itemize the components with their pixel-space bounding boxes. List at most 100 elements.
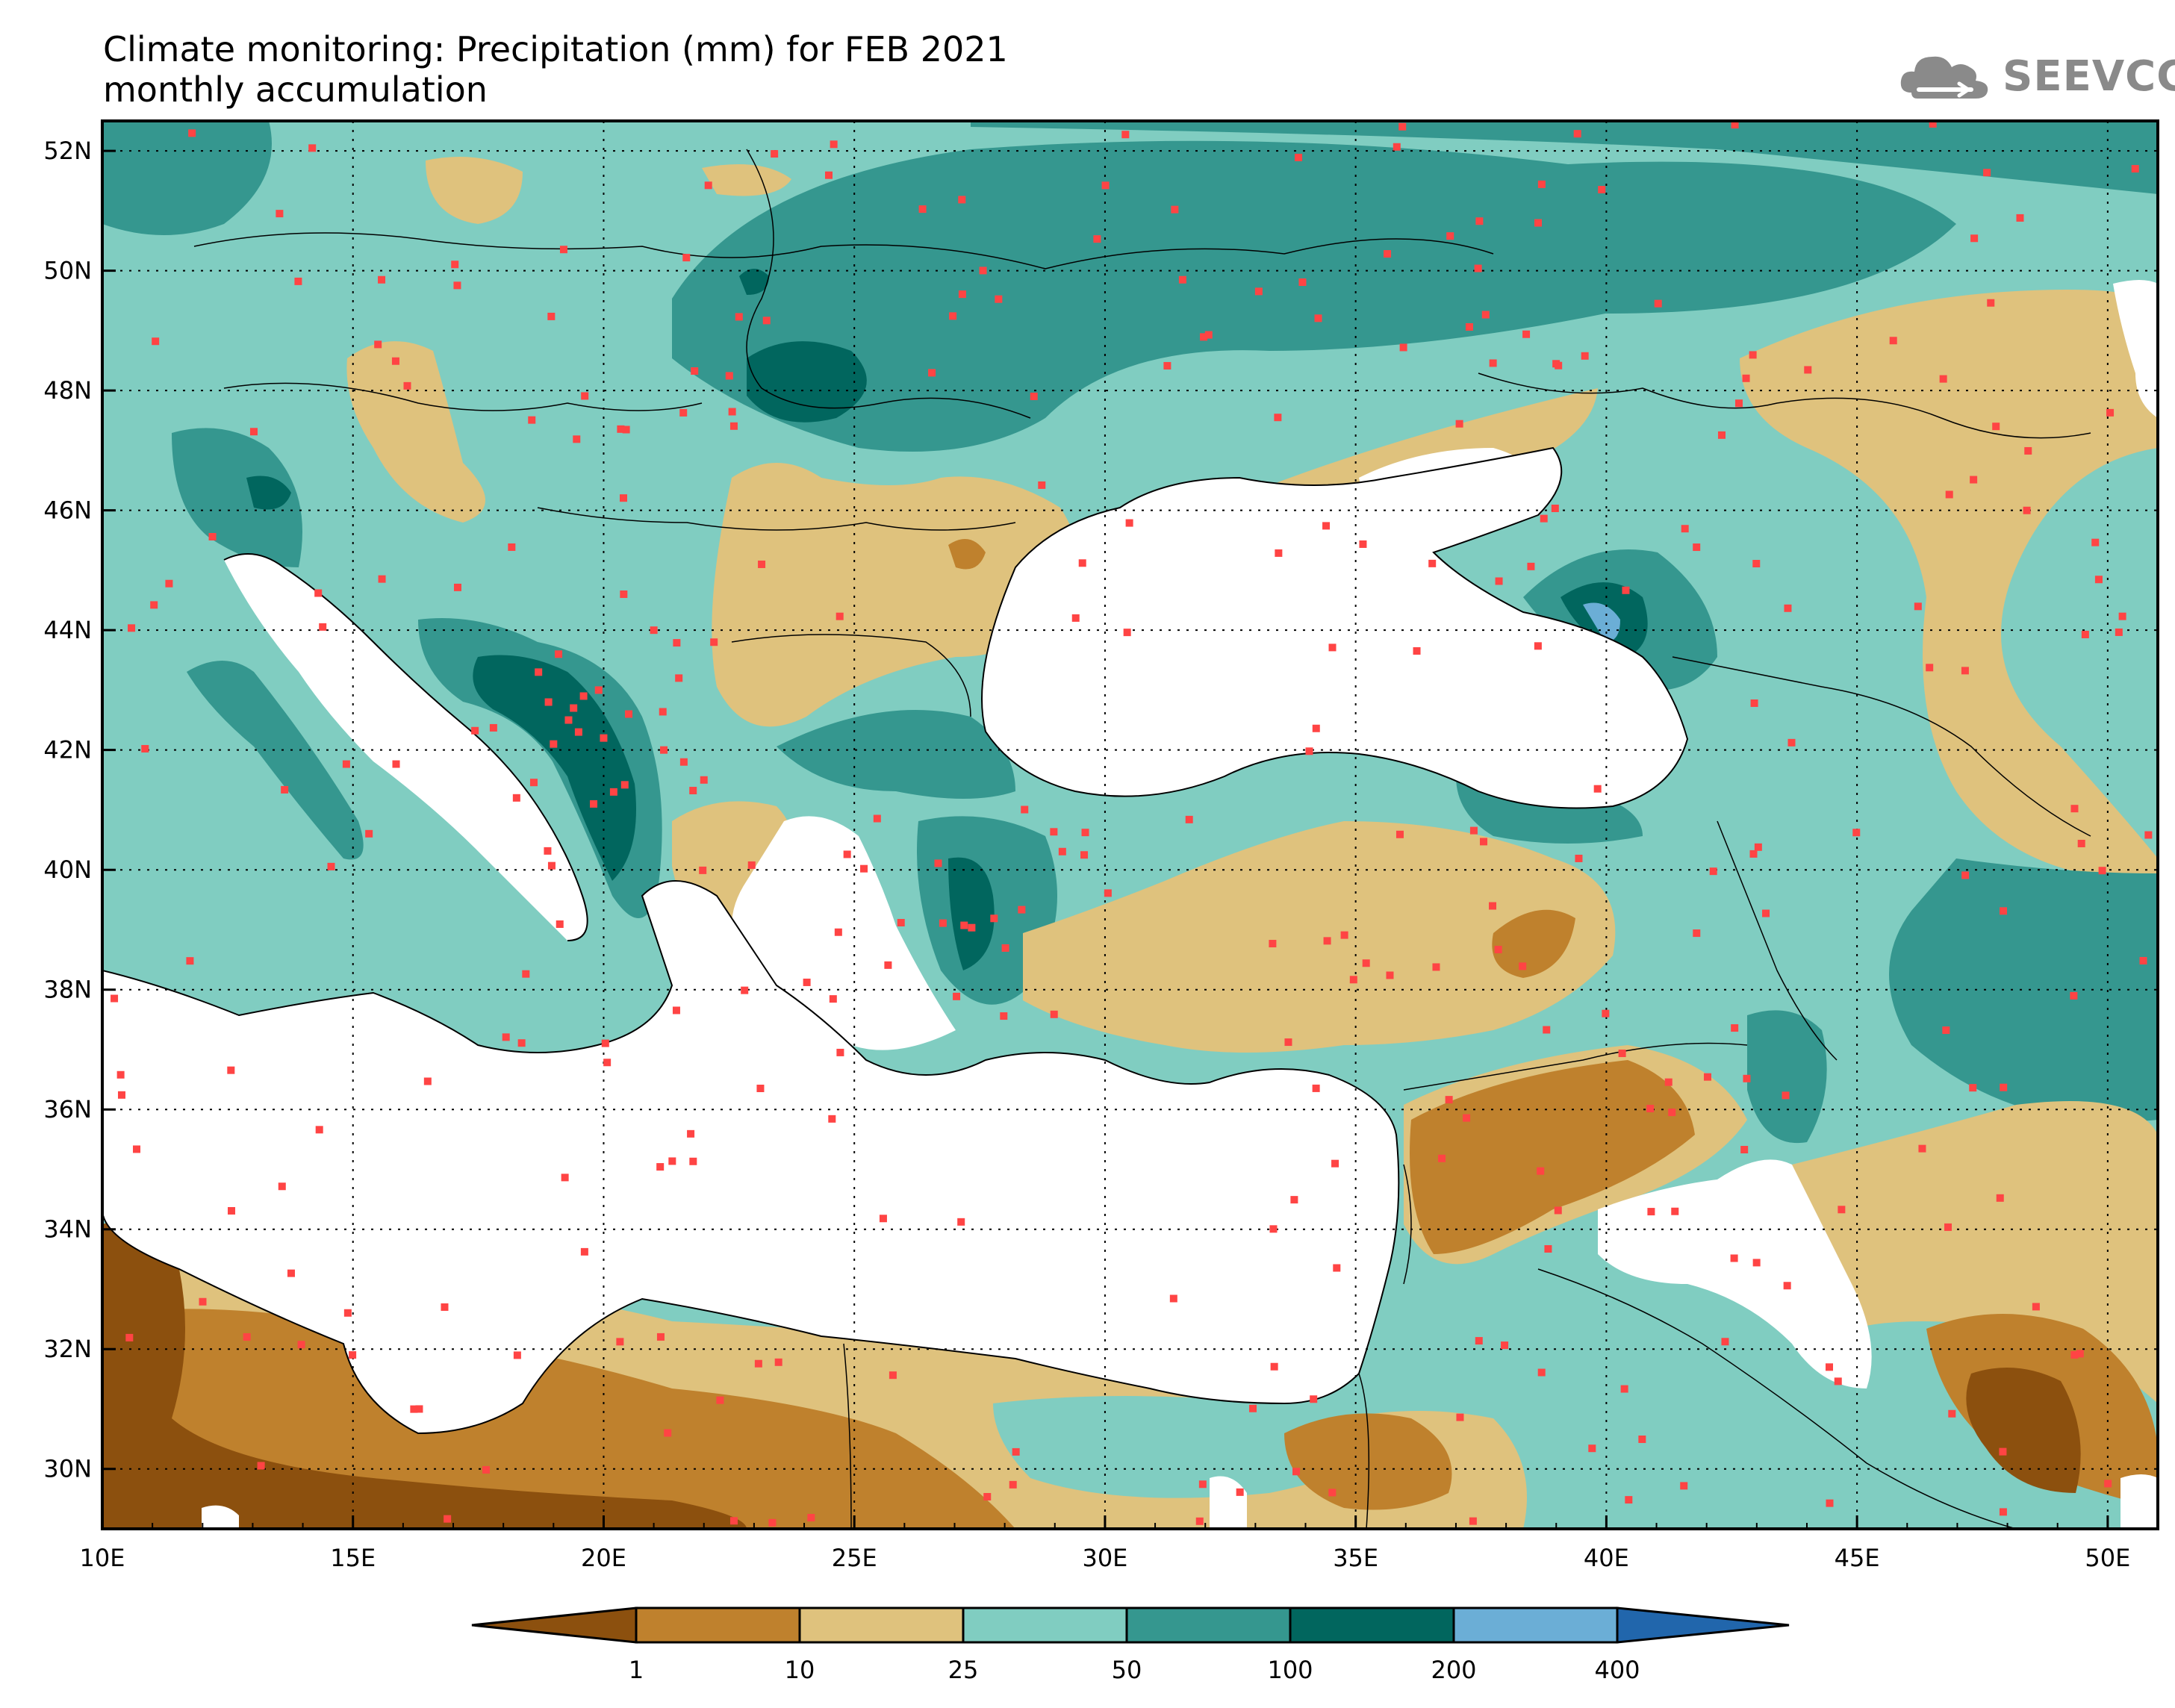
station-point [1455, 420, 1463, 428]
station-point [365, 829, 373, 838]
station-point [1050, 1010, 1058, 1018]
station-point [1554, 1206, 1562, 1215]
station-point [1752, 1259, 1761, 1267]
station-point [547, 861, 556, 870]
station-point [691, 367, 699, 375]
station-point [1646, 1105, 1655, 1113]
station-point [308, 144, 317, 152]
station-point [1519, 962, 1527, 970]
station-point [522, 970, 530, 978]
station-point [771, 150, 779, 158]
station-point [679, 758, 688, 766]
station-point [601, 1039, 609, 1047]
colorbar: 1 10 25 50 100 200 400 [471, 1606, 1790, 1684]
station-point [403, 381, 411, 390]
station-point [1749, 850, 1758, 858]
station-point [392, 760, 400, 768]
station-point [879, 1215, 887, 1223]
station-point [741, 986, 749, 994]
station-point [111, 994, 119, 1003]
station-point [958, 196, 966, 204]
station-point [1489, 902, 1497, 910]
station-point [1555, 361, 1563, 370]
station-point [803, 978, 811, 986]
station-point [1999, 1508, 2007, 1516]
station-point [1622, 586, 1630, 594]
station-point [2081, 630, 2089, 638]
station-point [754, 1359, 762, 1368]
station-point [1969, 1084, 1977, 1092]
station-point [544, 847, 552, 855]
station-point [2076, 1350, 2084, 1358]
station-point [2023, 506, 2031, 514]
station-point [1625, 1496, 1633, 1504]
latitude-labels: 30N 32N 34N 36N 38N 40N 42N 44N 46N 48N 50N 52N [43, 137, 116, 1483]
station-point [995, 295, 1003, 303]
station-point [729, 1517, 738, 1525]
station-point [949, 312, 957, 320]
station-point [1428, 559, 1437, 567]
precipitation-field [102, 121, 2158, 1529]
station-point [1312, 724, 1320, 732]
station-point [1078, 559, 1086, 567]
station-point [471, 726, 479, 735]
station-point [227, 1066, 235, 1074]
station-point [1942, 1026, 1950, 1035]
station-point [1838, 1206, 1846, 1214]
station-point [1918, 1144, 1926, 1153]
station-point [1914, 602, 1922, 611]
station-point [710, 638, 718, 646]
station-point [1970, 476, 1978, 484]
station-point [699, 866, 707, 874]
station-point [1944, 1223, 1952, 1231]
station-point [391, 357, 399, 365]
station-point [1544, 1244, 1552, 1253]
station-point [1185, 815, 1193, 823]
station-point [1782, 1091, 1790, 1100]
station-point [1328, 1489, 1337, 1497]
station-point [574, 728, 582, 736]
station-point [1009, 1480, 1017, 1489]
lon-label: 45E [1835, 1544, 1880, 1572]
station-point [1081, 829, 1089, 837]
station-point [529, 779, 538, 787]
station-point [824, 171, 833, 179]
station-point [1305, 747, 1313, 755]
colorbar-segment [1289, 1606, 1455, 1644]
station-point [1852, 829, 1861, 837]
station-point [650, 626, 658, 635]
station-point [1080, 851, 1089, 859]
station-point [410, 1405, 418, 1413]
station-point [1537, 180, 1546, 188]
station-point [1987, 299, 1995, 307]
station-point [315, 1126, 323, 1134]
station-point [276, 210, 284, 218]
station-point [689, 787, 697, 795]
station-point [2118, 612, 2126, 620]
station-point [1996, 1194, 2004, 1202]
station-point [186, 957, 194, 965]
station-point [1328, 643, 1337, 652]
station-point [1620, 1385, 1628, 1393]
colorbar-segment [962, 1606, 1128, 1644]
station-point [1195, 1517, 1204, 1525]
station-point [1749, 351, 1757, 359]
station-point [1721, 1338, 1729, 1346]
station-point [1598, 185, 1606, 193]
station-point [1386, 971, 1394, 979]
station-point [2098, 867, 2106, 875]
colorbar-arrow-high [1616, 1606, 1790, 1644]
station-point [843, 850, 851, 858]
station-point [2032, 1303, 2040, 1311]
station-point [619, 494, 627, 502]
station-point [1298, 278, 1307, 287]
seevccc-logo: SEEVCCC [1896, 46, 2175, 106]
station-point [2000, 907, 2008, 915]
station-point [1926, 664, 1934, 672]
station-point [1295, 153, 1303, 161]
map-subtitle: monthly accumulation [103, 69, 488, 110]
lon-label: 20E [581, 1544, 626, 1572]
colorbar-label: 200 [1431, 1656, 1476, 1684]
station-point [1254, 287, 1263, 296]
lon-label: 40E [1584, 1544, 1629, 1572]
